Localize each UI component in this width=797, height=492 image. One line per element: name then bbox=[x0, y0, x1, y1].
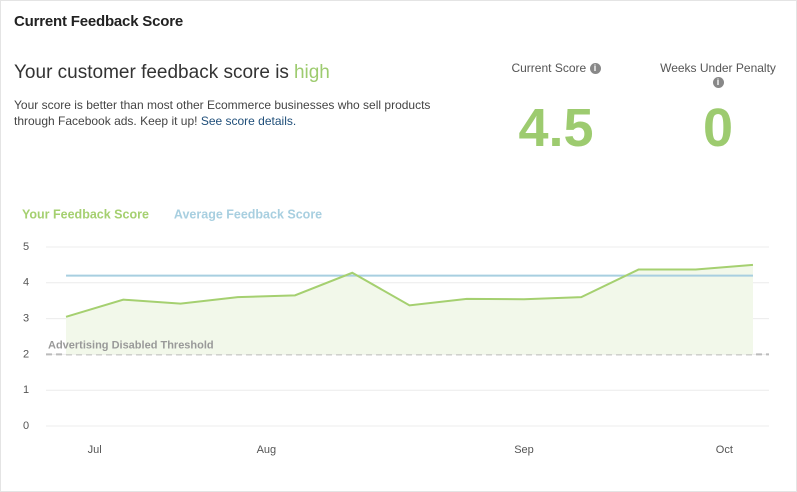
metric-value: 4.5 bbox=[518, 98, 594, 158]
metric-value: 0 bbox=[702, 98, 734, 158]
metric: Weeks Under Penalty i 0 bbox=[653, 61, 783, 159]
x-tick-label: Aug bbox=[257, 444, 277, 456]
info-icon[interactable]: i bbox=[712, 77, 724, 88]
metric-label-row: Current Score i bbox=[506, 61, 606, 75]
series-line bbox=[65, 263, 754, 318]
info-icon[interactable]: i bbox=[589, 63, 601, 74]
metric-label: Current Score bbox=[511, 61, 587, 75]
x-tick-label: Sep bbox=[514, 444, 534, 456]
threshold-label: Advertising Disabled Threshold bbox=[48, 339, 214, 351]
rating: high bbox=[293, 62, 330, 83]
headline-text: Your customer feedback score is bbox=[14, 62, 289, 83]
headline: Your customer feedback score is high bbox=[14, 62, 330, 84]
y-tick-label: 4 bbox=[23, 277, 29, 289]
metric: Current Score i 4.5 bbox=[506, 61, 606, 159]
y-tick-label: 0 bbox=[23, 420, 29, 432]
y-tick-label: 5 bbox=[23, 241, 29, 253]
score-details-link[interactable]: See score details. bbox=[200, 114, 297, 128]
y-tick-label: 3 bbox=[23, 313, 29, 325]
metric-label: Weeks Under Penalty bbox=[660, 61, 776, 75]
y-tick-label: 1 bbox=[23, 384, 29, 396]
x-tick-label: Oct bbox=[716, 444, 733, 456]
description-text: Your score is better than most other Eco… bbox=[14, 98, 431, 128]
x-tick-label: Jul bbox=[88, 444, 102, 456]
description: Your score is better than most other Eco… bbox=[14, 97, 464, 129]
y-tick-label: 2 bbox=[23, 348, 29, 360]
panel-title: Current Feedback Score bbox=[14, 13, 183, 30]
area bbox=[66, 264, 753, 355]
metric-label-row: Weeks Under Penalty i bbox=[653, 61, 783, 89]
legend-entry: Average Feedback Score bbox=[174, 207, 322, 221]
legend-entry: Your Feedback Score bbox=[22, 207, 149, 221]
